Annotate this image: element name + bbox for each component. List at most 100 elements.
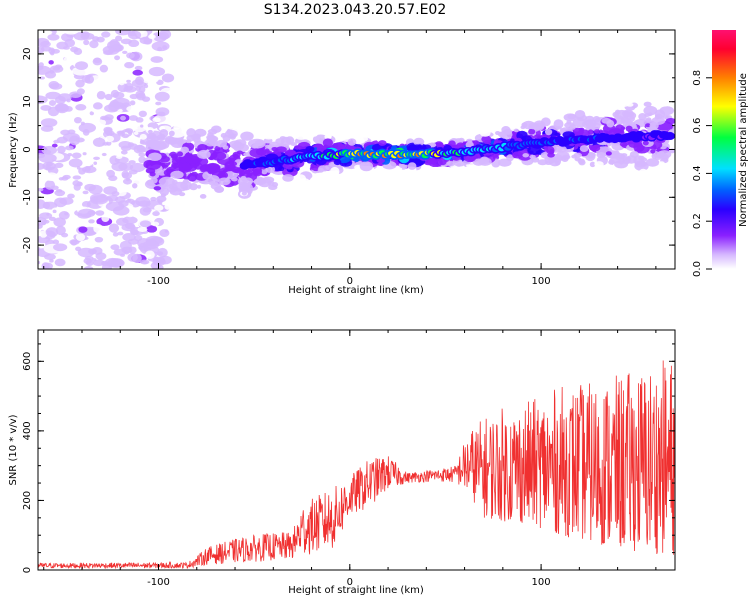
heatmap-cell [120,150,128,155]
heatmap-cell [157,256,166,264]
heatmap-cell [152,117,161,123]
heatmap-cell [38,187,44,192]
heatmap-cell [44,180,56,190]
heatmap-cell [594,129,600,134]
heatmap-cell [197,184,202,189]
heatmap-cell [103,186,118,195]
heatmap-cell [127,30,142,40]
heatmap-cell [75,61,89,70]
heatmap-cell [599,98,609,105]
heatmap-cell [190,211,200,218]
heatmap-cell [132,183,138,189]
heatmap-cell [282,174,294,182]
heatmap-cell [155,101,162,106]
heatmap-cell [528,128,536,135]
heatmap-cell [578,159,586,166]
heatmap-cell [574,167,581,172]
heatmap-cell [75,104,87,111]
heatmap-cell [80,32,95,40]
heatmap-cell [217,177,231,186]
heatmap-cell [587,129,594,135]
heatmap-cell [133,131,139,136]
colorbar-gradient [712,30,736,269]
heatmap-cell [211,125,222,133]
heatmap-cell [118,79,126,86]
heatmap-cell [206,196,214,203]
heatmap-cell [89,40,99,49]
heatmap-cell [197,144,208,152]
heatmap-cell [128,160,136,165]
heatmap-cell [96,36,105,43]
heatmap-cell [252,168,262,177]
heatmap-cell [222,148,230,153]
heatmap-cell [95,210,105,216]
heatmap-cell [39,76,46,80]
heatmap-cell [139,220,152,228]
heatmap-cell [89,193,109,203]
heatmap-cell [38,260,41,265]
heatmap-cell [58,113,68,123]
heatmap-cell [121,172,133,179]
heatmap-cell [71,152,82,159]
heatmap-cell [54,64,63,69]
heatmap-cell [156,134,166,141]
heatmap-cell [52,209,57,214]
snr-ytick-label: 600 [22,352,33,371]
heatmap-cell [192,208,199,214]
heatmap-cell [105,135,115,143]
heatmap-cell [120,38,132,45]
heatmap-cell [628,116,635,122]
spectrogram-ytick-label: 0 [22,146,33,152]
snr-xlabel: Height of straight line (km) [288,585,424,596]
colorbar-ticks: 0.0 0.2 0.4 0.6 0.8 [692,70,712,277]
heatmap-cell [82,190,89,195]
heatmap-cell [407,162,417,170]
heatmap-cell [83,266,94,269]
heatmap-cell [546,146,555,155]
heatmap-cell [58,177,64,181]
heatmap-cell [643,179,652,187]
heatmap-cell [241,191,247,196]
heatmap-cell [399,163,407,169]
heatmap-cell [93,57,102,64]
heatmap-cell [354,164,362,170]
heatmap-cell [170,153,178,159]
heatmap-cell [168,130,175,137]
heatmap-cell [82,156,94,167]
heatmap-cell [106,194,119,202]
heatmap-cell [191,117,204,125]
heatmap-cell [437,133,448,141]
heatmap-cell [64,145,74,151]
heatmap-cell [313,172,323,181]
heatmap-cell [626,112,635,117]
heatmap-cell [643,105,658,116]
heatmap-cell [126,106,137,112]
heatmap-cell [138,245,143,250]
heatmap-cell [102,142,109,146]
heatmap-cell [587,151,595,159]
heatmap-cell [411,144,423,152]
colorbar-tick-label: 0.0 [692,261,703,277]
heatmap-cell [243,152,251,157]
heatmap-cell [581,119,597,129]
heatmap-cell [305,145,315,153]
heatmap-cell [509,119,519,125]
heatmap-cell [87,89,97,99]
heatmap-cell [38,37,50,47]
heatmap-cell [224,171,238,180]
heatmap-cell [116,155,123,159]
heatmap-cell [634,161,649,171]
heatmap-cell [299,178,310,184]
heatmap-cell [197,149,211,160]
heatmap-cell [588,106,605,117]
heatmap-cell [145,250,155,259]
heatmap-cell [47,33,60,41]
heatmap-cell [280,136,291,147]
heatmap-cell [253,178,267,186]
heatmap-cell [54,103,69,112]
heatmap-cell [134,65,143,71]
heatmap-cell [589,145,601,152]
heatmap-cell [671,96,675,102]
heatmap-cell [128,115,139,121]
